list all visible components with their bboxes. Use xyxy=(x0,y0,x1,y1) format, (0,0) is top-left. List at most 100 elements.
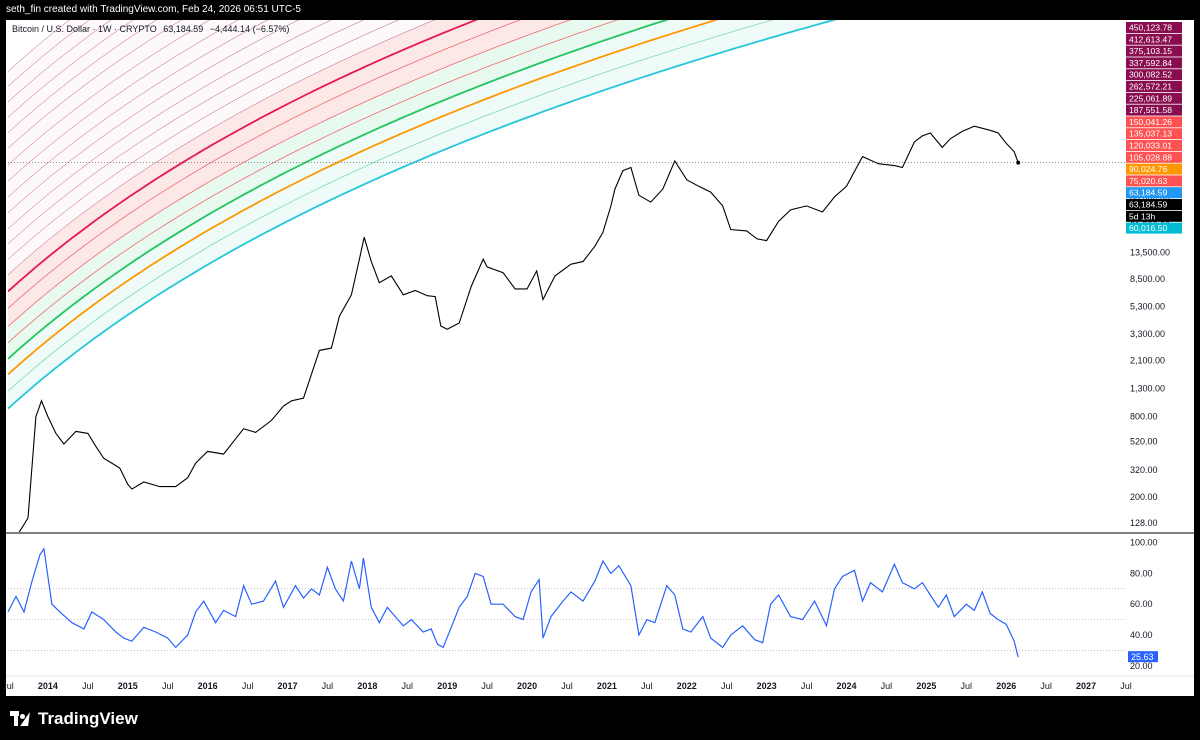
price-tick-label: 13,500.00 xyxy=(1130,247,1170,257)
time-tick-label: Jul xyxy=(82,681,94,691)
band-label-text: 120,033.01 xyxy=(1129,141,1172,151)
price-tick-label: 5,300.00 xyxy=(1130,302,1165,312)
band-line-1 xyxy=(8,20,774,392)
legend-price: 63,184.59 xyxy=(163,24,204,34)
time-tick-label: 2015 xyxy=(118,681,138,691)
time-tick-label: Jul xyxy=(881,681,893,691)
band-label-text: 60,016.50 xyxy=(1129,223,1167,233)
band-label: 135,037.13 xyxy=(1126,128,1182,140)
band-line-9 xyxy=(8,20,399,260)
band-line-13 xyxy=(8,20,269,198)
time-tick-label: 2018 xyxy=(357,681,377,691)
price-tick-label: 320.00 xyxy=(1130,465,1158,475)
band-label-bg xyxy=(1126,81,1182,92)
band-line-8 xyxy=(8,20,435,275)
band-label-bg xyxy=(1126,175,1182,187)
rsi-tick-label: 80.00 xyxy=(1130,568,1153,578)
brand-name: TradingView xyxy=(38,709,138,728)
rsi-line xyxy=(7,547,1019,658)
time-tick-label: 2019 xyxy=(437,681,457,691)
band-label-bg xyxy=(1126,151,1182,163)
legend-symbol: Bitcoin / U.S. Dollar · 1W · CRYPTO xyxy=(12,24,157,34)
time-tick-label: Jul xyxy=(242,681,254,691)
band-label-bg xyxy=(1126,222,1182,234)
rsi-tick-label: 20.00 xyxy=(1130,661,1153,671)
price-tick-label: 200.00 xyxy=(1130,492,1158,502)
band-label-text: 300,082.52 xyxy=(1129,70,1172,80)
band-label-text: 262,572.21 xyxy=(1129,82,1172,92)
rsi-tick-label: 100.00 xyxy=(1130,538,1158,548)
rainbow-bands xyxy=(8,20,838,410)
chart-header: seth_fin created with TradingView.com, F… xyxy=(6,4,301,15)
band-label-text: 187,551.58 xyxy=(1129,105,1172,115)
price-tick-label: 800.00 xyxy=(1130,412,1158,422)
band-label: 262,572.21 xyxy=(1126,81,1182,92)
band-label-text: 90,024.76 xyxy=(1129,164,1167,174)
band-line-10 xyxy=(8,20,364,244)
band-label: 300,082.52 xyxy=(1126,69,1182,81)
band-label-bg xyxy=(1126,199,1182,210)
time-tick-label: Jul xyxy=(561,681,573,691)
band-label-bg xyxy=(1126,163,1182,175)
rsi-tick-label: 40.00 xyxy=(1130,630,1153,640)
band-label-text: 105,028.88 xyxy=(1129,152,1172,162)
band-label-bg xyxy=(1126,187,1182,199)
tradingview-logo-icon xyxy=(10,711,34,727)
band-line-5 xyxy=(8,20,572,327)
band-label: 63,184.59 xyxy=(1126,187,1182,199)
band-label-text: 5d 13h xyxy=(1129,211,1156,221)
band-label-bg xyxy=(1126,104,1182,116)
time-tick-label: 2014 xyxy=(38,681,58,691)
time-tick-label: Jul xyxy=(961,681,973,691)
time-tick-label: Jul xyxy=(481,681,493,691)
band-line-14 xyxy=(8,20,239,182)
time-tick-label: Jul xyxy=(2,681,14,691)
band-label-text: 135,037.13 xyxy=(1129,129,1172,139)
band-label-text: 63,184.59 xyxy=(1129,200,1167,210)
band-label-bg xyxy=(1126,33,1182,45)
band-label: 105,028.88 xyxy=(1126,151,1182,163)
price-tick-label: 128.00 xyxy=(1130,518,1158,528)
band-label: 450,123.78 xyxy=(1126,22,1182,33)
time-tick-label: Jul xyxy=(1040,681,1052,691)
time-tick-label: 2023 xyxy=(757,681,777,691)
time-tick-label: 2026 xyxy=(996,681,1016,691)
time-tick-label: Jul xyxy=(322,681,334,691)
time-tick-label: 2022 xyxy=(677,681,697,691)
price-tick-label: 8,500.00 xyxy=(1130,274,1165,284)
band-label-bg xyxy=(1126,128,1182,140)
symbol-legend: Bitcoin / U.S. Dollar · 1W · CRYPTO 63,1… xyxy=(12,24,293,34)
band-label-bg xyxy=(1126,69,1182,81)
band-label: 90,024.76 xyxy=(1126,163,1182,175)
time-tick-label: 2020 xyxy=(517,681,537,691)
time-tick-label: Jul xyxy=(1120,681,1132,691)
band-label-bg xyxy=(1126,116,1182,128)
band-line-3 xyxy=(8,20,670,360)
tradingview-brand[interactable]: TradingView xyxy=(10,708,138,730)
band-label-text: 63,184.59 xyxy=(1129,188,1167,198)
legend-change: −4,444.14 (−6.57%) xyxy=(209,24,290,34)
band-line-15 xyxy=(8,20,211,166)
time-tick-label: 2027 xyxy=(1076,681,1096,691)
time-tick-label: Jul xyxy=(721,681,733,691)
band-label-bg xyxy=(1126,22,1182,33)
band-label-bg xyxy=(1126,92,1182,104)
band-label-bg xyxy=(1126,57,1182,69)
band-label-bg xyxy=(1126,45,1182,57)
time-tick-label: Jul xyxy=(402,681,414,691)
band-line-0 xyxy=(8,20,838,410)
band-label-text: 225,061.89 xyxy=(1129,93,1172,103)
time-tick-label: Jul xyxy=(162,681,174,691)
price-tick-label: 2,100.00 xyxy=(1130,356,1165,366)
band-label: 120,033.01 xyxy=(1126,140,1182,151)
band-line-6 xyxy=(8,20,522,309)
band-label: 187,551.58 xyxy=(1126,104,1182,116)
band-label: 5d 13h xyxy=(1126,210,1182,222)
band-label-text: 75,020.63 xyxy=(1129,176,1167,186)
band-line-12 xyxy=(8,20,299,213)
price-last-marker xyxy=(1016,160,1021,165)
price-tick-label: 520.00 xyxy=(1130,437,1158,447)
band-label-text: 375,103.15 xyxy=(1129,46,1172,56)
